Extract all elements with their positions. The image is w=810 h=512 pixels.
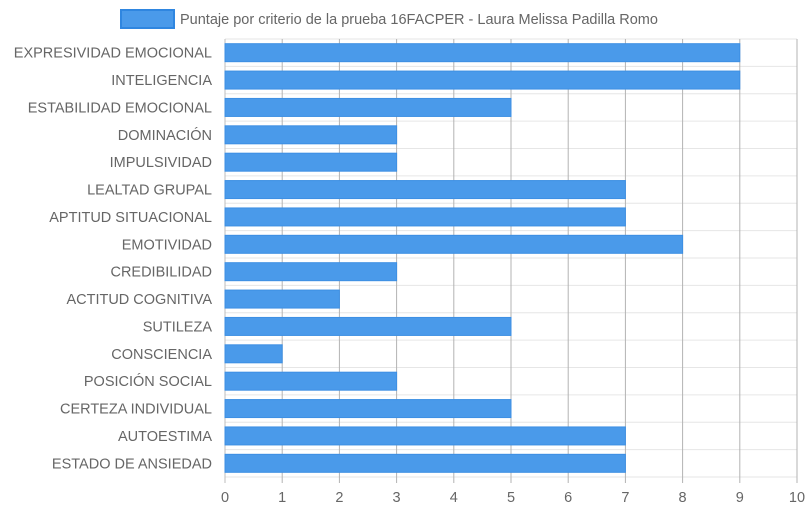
- x-tick-label: 8: [679, 490, 687, 506]
- category-label: SUTILEZA: [143, 319, 213, 335]
- x-tick-label: 10: [789, 490, 805, 506]
- category-labels: EXPRESIVIDAD EMOCIONAL INTELIGENCIA ESTABI…: [14, 46, 213, 473]
- x-tick-label: 1: [278, 490, 286, 506]
- category-label: LEALTAD GRUPAL: [87, 183, 212, 199]
- bar[interactable]: [224, 152, 398, 172]
- category-label: EXPRESIVIDAD EMOCIONAL: [14, 46, 212, 62]
- bar[interactable]: [224, 70, 741, 90]
- bar[interactable]: [224, 289, 340, 309]
- bar[interactable]: [224, 316, 512, 336]
- bar[interactable]: [224, 262, 398, 282]
- category-label: CONSCIENCIA: [111, 347, 212, 363]
- x-tick-label: 0: [221, 490, 229, 506]
- bar[interactable]: [224, 371, 398, 391]
- category-label: CREDIBILIDAD: [110, 265, 212, 281]
- x-axis-ticks: 0 1 2 3 4 5 6 7 8 9 10: [221, 490, 805, 506]
- x-tick-label: 7: [621, 490, 629, 506]
- category-label: POSICIÓN SOCIAL: [84, 373, 212, 390]
- x-tick-label: 9: [736, 490, 744, 506]
- category-label: INTELIGENCIA: [111, 73, 212, 89]
- category-label: DOMINACIÓN: [118, 127, 212, 144]
- category-label: AUTOESTIMA: [118, 429, 212, 445]
- bar[interactable]: [224, 180, 626, 200]
- x-tick-label: 6: [564, 490, 572, 506]
- bar[interactable]: [224, 426, 626, 446]
- legend-label: Puntaje por criterio de la prueba 16FACP…: [180, 12, 658, 28]
- category-label: ESTADO DE ANSIEDAD: [52, 456, 212, 472]
- bar[interactable]: [224, 234, 684, 254]
- x-tick-label: 5: [507, 490, 515, 506]
- category-label: APTITUD SITUACIONAL: [49, 210, 212, 226]
- x-tick-label: 4: [450, 490, 458, 506]
- bar[interactable]: [224, 399, 512, 419]
- category-label: IMPULSIVIDAD: [110, 155, 212, 171]
- bar[interactable]: [224, 207, 626, 227]
- x-tick-label: 3: [393, 490, 401, 506]
- category-label: ESTABILIDAD EMOCIONAL: [28, 100, 212, 116]
- bar[interactable]: [224, 344, 283, 364]
- legend[interactable]: Puntaje por criterio de la prueba 16FACP…: [120, 9, 658, 29]
- legend-swatch: [120, 9, 175, 29]
- category-label: ACTITUD COGNITIVA: [66, 292, 212, 308]
- bar[interactable]: [224, 43, 741, 63]
- bar[interactable]: [224, 97, 512, 117]
- bars: [224, 43, 741, 473]
- category-label: EMOTIVIDAD: [122, 237, 212, 253]
- x-tick-label: 2: [335, 490, 343, 506]
- bar[interactable]: [224, 453, 626, 473]
- bar[interactable]: [224, 125, 398, 145]
- category-label: CERTEZA INDIVIDUAL: [60, 402, 212, 418]
